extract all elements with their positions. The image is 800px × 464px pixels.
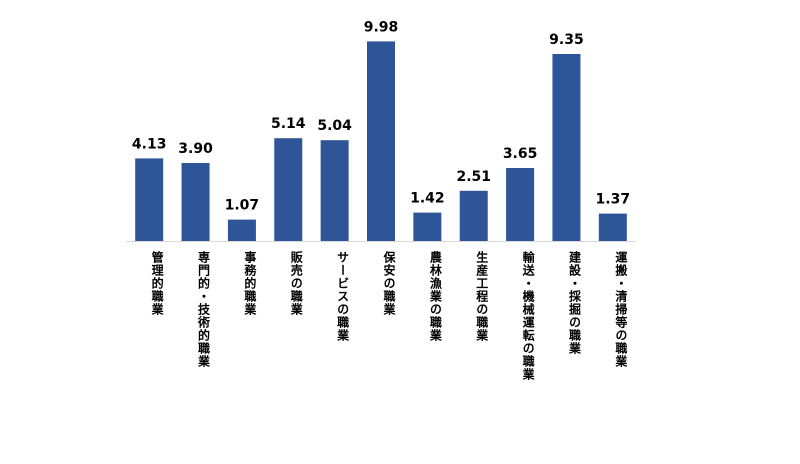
category-label-7: 農林漁業の職業 (428, 250, 442, 342)
bar-8 (459, 190, 488, 241)
category-label-10: 建設・採掘の職業 (567, 250, 581, 355)
category-label-1: 管理的職業 (150, 250, 164, 316)
value-label-4: 5.14 (271, 116, 306, 132)
category-label-11: 運搬・清掃等の職業 (614, 251, 628, 368)
bar-3 (227, 219, 256, 241)
bar-1 (135, 158, 164, 241)
category-label-2: 専門的・技術的職業 (197, 250, 211, 368)
category-label-9: 輸送・機械運転の職業 (521, 250, 535, 381)
bar-10 (552, 54, 581, 241)
value-label-6: 9.98 (364, 19, 399, 35)
value-label-11: 1.37 (596, 192, 631, 208)
value-label-3: 1.07 (225, 198, 260, 214)
category-label-3: 事務的職業 (243, 250, 257, 316)
category-label-6: 保安の職業 (382, 250, 396, 316)
value-label-1: 4.13 (132, 136, 167, 152)
category-label-5: サービスの職業 (336, 251, 350, 342)
bar-2 (181, 163, 210, 241)
value-label-9: 3.65 (503, 146, 538, 162)
value-label-8: 2.51 (456, 169, 491, 185)
value-labels-group: 4.13 3.90 1.07 5.14 5.04 9.98 1.42 2.51 3.65 9.35… (132, 19, 630, 213)
bar-7 (413, 212, 442, 241)
value-label-5: 5.04 (317, 118, 352, 134)
bar-4 (274, 138, 303, 241)
value-label-7: 1.42 (410, 191, 445, 207)
value-label-2: 3.90 (178, 141, 213, 157)
category-labels-group: 管理的職業 専門的・技術的職業 事務的職業 販売の職業 サービスの職業 保安の職業 農林漁業… (150, 250, 628, 381)
value-label-10: 9.35 (549, 32, 584, 48)
bar-9 (506, 168, 535, 241)
bar-5 (320, 140, 349, 241)
bars-group (135, 41, 627, 242)
category-label-4: 販売の職業 (289, 250, 303, 316)
category-label-8: 生産工程の職業 (475, 250, 489, 342)
bar-6 (367, 41, 395, 242)
bar-11 (598, 213, 627, 241)
